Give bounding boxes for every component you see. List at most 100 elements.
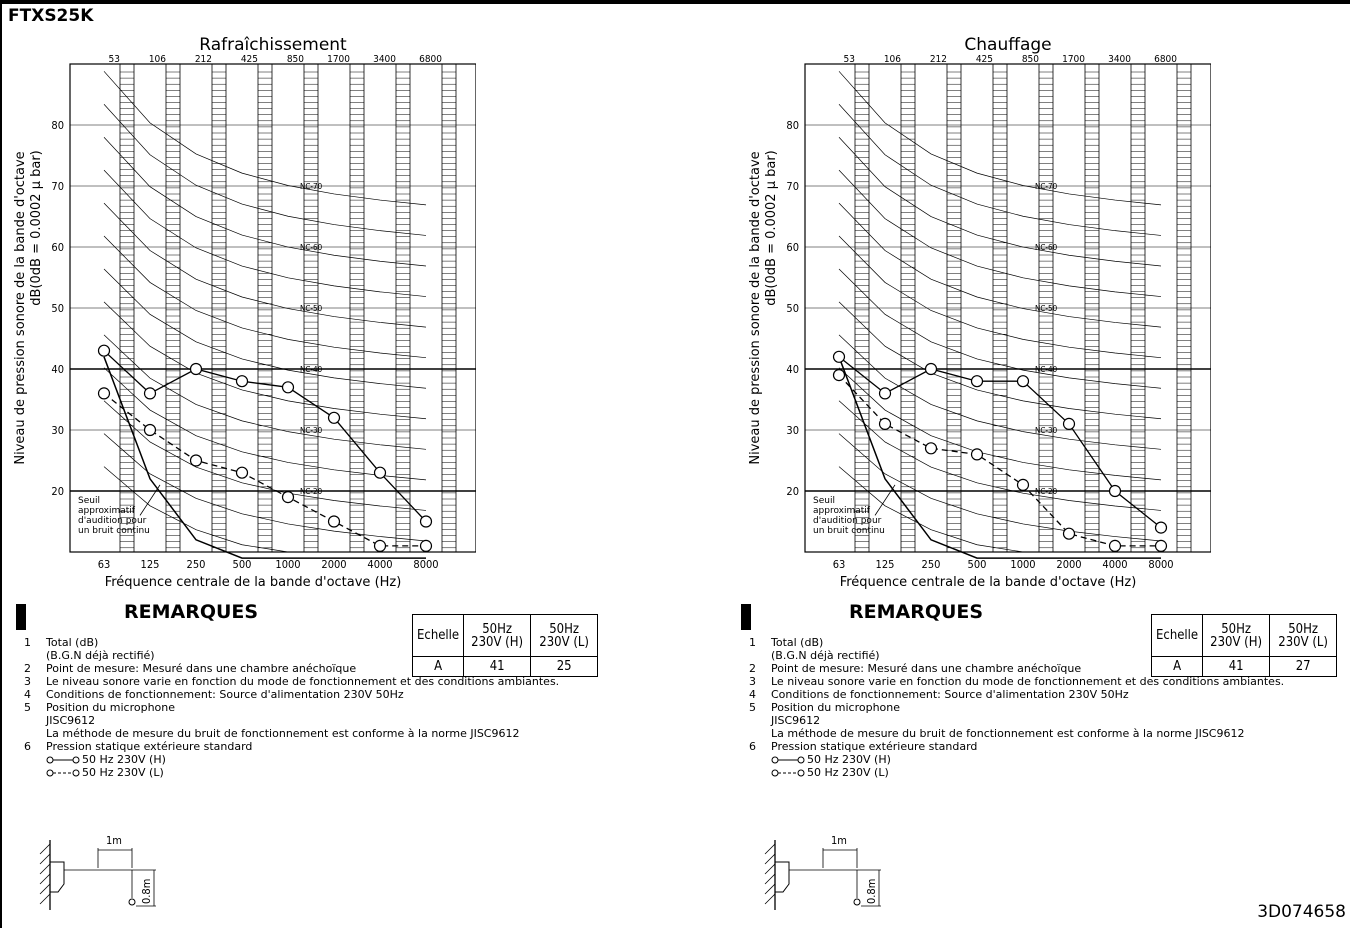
nc-curve bbox=[838, 104, 1162, 236]
table-header-h: 50Hz 230V (H) bbox=[463, 614, 532, 657]
nc-label: NC-60 bbox=[300, 243, 323, 252]
table-header-scale: Echelle bbox=[1150, 614, 1204, 657]
distance-label: 1m bbox=[106, 834, 122, 847]
nc-label: NC-40 bbox=[300, 365, 323, 374]
legend-low: 50 Hz 230V (L) bbox=[771, 766, 1284, 779]
note-1: 1 Total (dB) (B.G.N déjà rectifié) bbox=[24, 636, 155, 662]
y-tick-label: 70 bbox=[786, 180, 799, 193]
band-ladder bbox=[165, 64, 181, 552]
x-top-label: 3400 bbox=[1108, 54, 1131, 65]
table-scale-value: A bbox=[1150, 656, 1204, 677]
distance-label: 1m bbox=[831, 834, 847, 847]
nc-curve bbox=[103, 301, 427, 420]
remarks-title: REMARQUES bbox=[124, 601, 259, 623]
point-low bbox=[419, 539, 433, 553]
note-6: 6 Pression statique extérieure standard 5… bbox=[24, 740, 559, 779]
remarks-bar bbox=[741, 604, 751, 630]
nc-curve bbox=[103, 136, 427, 267]
dashed-line-icon bbox=[46, 769, 80, 776]
point-high bbox=[924, 362, 938, 376]
x-top-label: 1700 bbox=[327, 54, 350, 65]
legend-low: 50 Hz 230V (L) bbox=[46, 766, 559, 779]
table-h-value: 41 bbox=[1202, 656, 1271, 677]
nc-curve bbox=[838, 301, 1162, 420]
nc-curve bbox=[838, 433, 1162, 542]
x-tick-label: 2000 bbox=[321, 558, 346, 571]
nc-curve bbox=[838, 367, 1162, 481]
note-4: 4 Conditions de fonctionnement: Source d'… bbox=[24, 688, 404, 701]
legend-high: 50 Hz 230V (H) bbox=[46, 753, 559, 766]
point-low bbox=[327, 515, 341, 528]
threshold-label: Seuil approximatif d'audition pour un bruit… bbox=[813, 496, 885, 536]
point-high bbox=[373, 466, 387, 479]
table-header-l: 50Hz 230V (L) bbox=[1269, 614, 1338, 657]
level-table: Echelle 50Hz 230V (H) 50Hz 230V (L) A 41… bbox=[1150, 614, 1338, 677]
x-top-label: 1700 bbox=[1062, 54, 1085, 65]
band-ladder bbox=[992, 64, 1008, 552]
x-top-label: 53 bbox=[109, 54, 120, 65]
point-high bbox=[97, 344, 111, 357]
point-low bbox=[235, 466, 249, 479]
nc-curve bbox=[838, 268, 1162, 389]
x-tick-label: 4000 bbox=[367, 558, 392, 571]
height-label: 0.8m bbox=[865, 879, 878, 904]
nc-curve bbox=[838, 202, 1162, 328]
point-high bbox=[832, 350, 846, 363]
table-l-value: 27 bbox=[1269, 656, 1338, 677]
nc-label: NC-50 bbox=[1035, 304, 1058, 313]
nc-label: NC-20 bbox=[300, 487, 323, 496]
nc-curve bbox=[103, 466, 426, 553]
height-label: 0.8m bbox=[140, 879, 153, 904]
note-3: 3 Le niveau sonore varie en fonction du m… bbox=[24, 675, 560, 688]
point-low bbox=[970, 448, 984, 461]
nc-curve bbox=[838, 71, 1162, 206]
nc-curve bbox=[103, 71, 427, 206]
x-tick-label: 1000 bbox=[1010, 558, 1035, 571]
point-high bbox=[878, 387, 892, 400]
y-tick-label: 30 bbox=[786, 424, 799, 437]
x-top-label: 850 bbox=[287, 54, 304, 65]
x-axis-label: Fréquence centrale de la bande d'octave … bbox=[840, 575, 1137, 590]
threshold-arrow bbox=[874, 484, 896, 516]
solid-line-icon bbox=[46, 756, 80, 763]
x-tick-label: 8000 bbox=[1148, 558, 1173, 571]
nc-curve bbox=[103, 268, 427, 389]
band-ladder bbox=[349, 64, 365, 552]
note-6: 6 Pression statique extérieure standard 5… bbox=[749, 740, 1284, 779]
x-top-label: 212 bbox=[930, 54, 947, 65]
band-ladder bbox=[257, 64, 273, 552]
y-tick-label: 50 bbox=[51, 302, 64, 315]
nc-curve bbox=[103, 400, 427, 511]
y-tick-label: 60 bbox=[51, 241, 64, 254]
threshold-label: Seuil approximatif d'audition pour un bruit… bbox=[78, 496, 150, 536]
point-low bbox=[143, 423, 157, 437]
band-ladder bbox=[1084, 64, 1100, 552]
chart-cooling: Rafraîchissement 20 30 40 50 60 70 80 53 106 212 42… bbox=[13, 35, 476, 590]
nc-curve bbox=[103, 334, 427, 450]
point-low bbox=[878, 417, 892, 430]
table-h-value: 41 bbox=[463, 656, 532, 677]
point-high bbox=[970, 375, 984, 388]
remarks-bar bbox=[16, 604, 26, 630]
point-high bbox=[281, 381, 295, 394]
y-tick-label: 80 bbox=[51, 119, 64, 132]
y-tick-label: 80 bbox=[786, 119, 799, 132]
x-tick-label: 1000 bbox=[275, 558, 300, 571]
nc-curve bbox=[103, 104, 427, 236]
table-scale-value: A bbox=[411, 656, 465, 677]
legend-high: 50 Hz 230V (H) bbox=[771, 753, 1284, 766]
x-tick-label: 125 bbox=[141, 558, 160, 571]
note-5: 5 Position du microphone JISC9612 La méthod… bbox=[24, 701, 520, 740]
y-tick-label: 50 bbox=[786, 302, 799, 315]
y-tick-label: 60 bbox=[786, 241, 799, 254]
nc-curve bbox=[838, 466, 1161, 553]
series-high-line bbox=[838, 356, 1162, 529]
nc-curve bbox=[838, 334, 1162, 450]
point-high bbox=[419, 515, 433, 528]
note-3: 3 Le niveau sonore varie en fonction du m… bbox=[749, 675, 1285, 688]
x-top-label: 6800 bbox=[419, 54, 442, 65]
note-2: 2 Point de mesure: Mesuré dans une chambr… bbox=[749, 662, 1082, 675]
nc-curve bbox=[103, 367, 427, 481]
y-tick-label: 70 bbox=[51, 180, 64, 193]
